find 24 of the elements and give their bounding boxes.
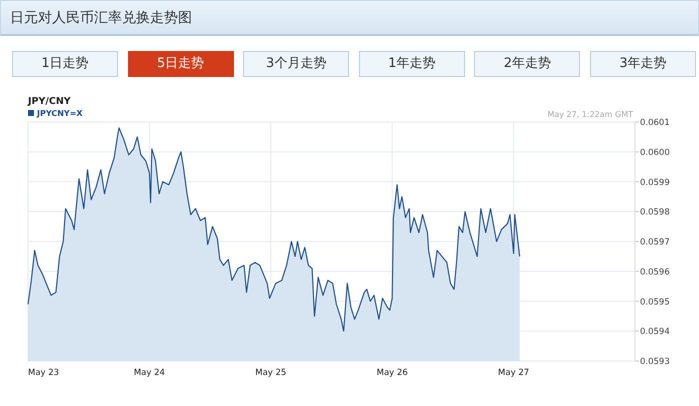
y-tick-label: 0.0596 bbox=[640, 267, 670, 278]
y-tick-label: 0.0600 bbox=[640, 148, 670, 158]
y-tick-label: 0.0601 bbox=[640, 118, 670, 128]
text: 3个月走势 bbox=[243, 51, 350, 77]
text: 3年走势 bbox=[590, 51, 696, 77]
legend-label: JPYCNY=X bbox=[36, 109, 84, 118]
text: 1日走势 bbox=[12, 51, 118, 77]
text: 1年走势 bbox=[358, 51, 465, 77]
chart-subtitle: JPY/CNY bbox=[27, 96, 71, 107]
x-tick-label: May 26 bbox=[376, 368, 408, 378]
x-tick-label: May 24 bbox=[134, 368, 165, 378]
y-tick-label: 0.0597 bbox=[640, 238, 670, 248]
x-tick-label: May 25 bbox=[255, 368, 286, 378]
y-tick-label: 0.0598 bbox=[640, 208, 670, 218]
text: 5日走势 bbox=[128, 51, 234, 77]
text: May 27, 1:22am GMT bbox=[547, 110, 634, 119]
y-tick-label: 0.0599 bbox=[640, 178, 670, 188]
chart-title: 日元对人民币汇率兑换走势图 bbox=[10, 9, 192, 27]
y-tick-label: 0.0594 bbox=[640, 327, 670, 338]
text: 2年走势 bbox=[474, 51, 580, 77]
x-tick-label: May 23 bbox=[28, 368, 60, 378]
y-tick-label: 0.0593 bbox=[640, 357, 670, 367]
x-tick-label: May 27 bbox=[498, 368, 530, 378]
y-tick-label: 0.0595 bbox=[640, 297, 670, 308]
